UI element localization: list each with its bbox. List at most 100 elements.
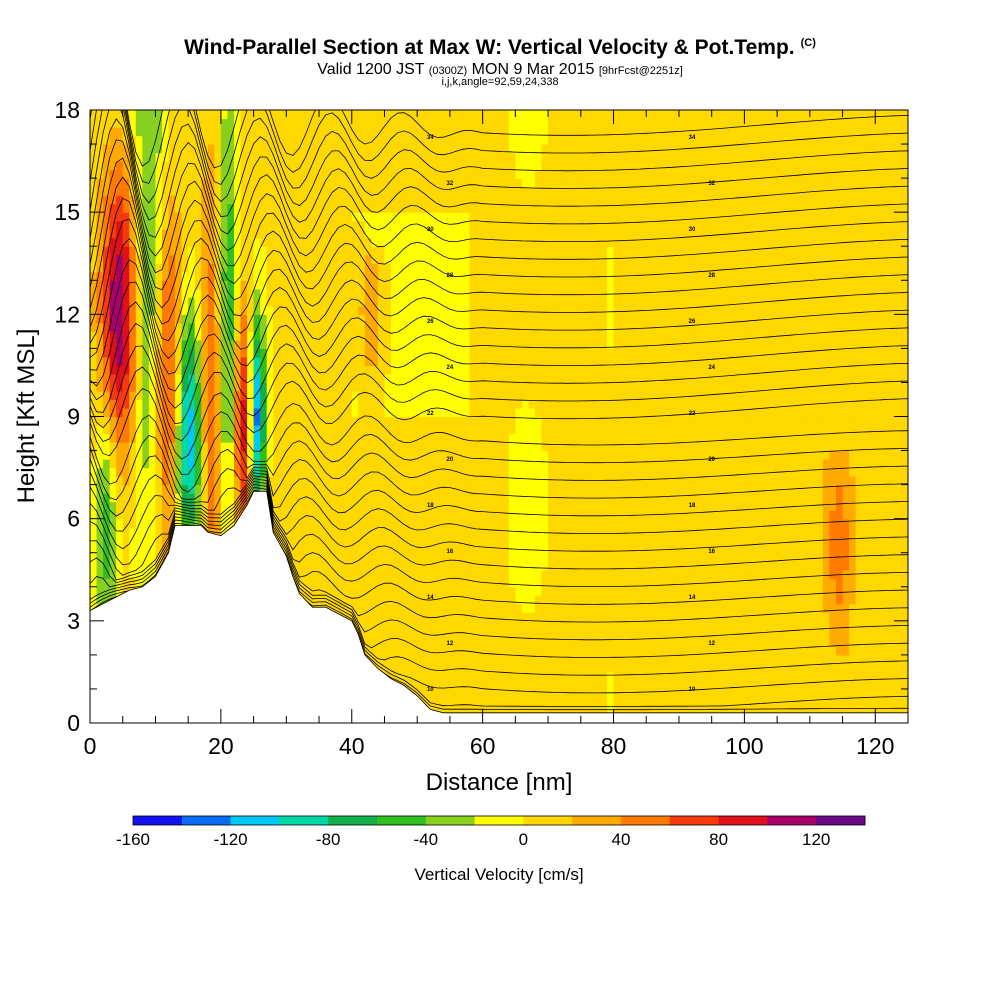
velocity-cell — [103, 314, 111, 324]
velocity-cell — [430, 339, 438, 349]
velocity-cell — [292, 220, 300, 230]
velocity-cell — [528, 356, 536, 367]
velocity-cell — [266, 169, 274, 179]
velocity-cell — [364, 510, 372, 520]
velocity-cell — [168, 339, 176, 349]
velocity-cell — [489, 229, 497, 239]
velocity-cell — [377, 237, 386, 247]
velocity-cell — [181, 152, 189, 162]
velocity-cell — [351, 178, 359, 188]
velocity-cell — [135, 442, 143, 452]
velocity-cell — [148, 501, 157, 511]
velocity-cell — [521, 425, 530, 435]
velocity-cell — [201, 169, 209, 179]
velocity-cell — [377, 203, 386, 213]
velocity-cell — [436, 569, 444, 579]
velocity-cell — [495, 322, 503, 332]
velocity-cell — [194, 288, 202, 298]
velocity-cell — [161, 229, 170, 239]
velocity-cell — [338, 263, 346, 273]
velocity-cell — [391, 254, 399, 264]
velocity-cell — [273, 322, 281, 332]
velocity-cell — [122, 322, 130, 332]
velocity-cell — [521, 552, 530, 562]
velocity-cell — [299, 195, 307, 205]
velocity-cell — [521, 297, 530, 307]
velocity-cell — [449, 527, 458, 537]
velocity-cell — [273, 203, 281, 213]
velocity-cell — [194, 152, 202, 162]
velocity-cell — [253, 152, 261, 162]
velocity-cell — [312, 578, 320, 588]
velocity-cell — [404, 322, 412, 332]
velocity-cell — [391, 152, 399, 162]
velocity-cell — [515, 467, 523, 477]
velocity-cell — [404, 314, 412, 324]
velocity-cell — [521, 688, 530, 699]
velocity-cell — [338, 552, 346, 562]
velocity-cell — [351, 373, 359, 384]
velocity-cell — [404, 365, 412, 375]
velocity-cell — [96, 535, 104, 545]
velocity-cell — [319, 390, 327, 401]
velocity-cell — [305, 501, 314, 511]
velocity-cell — [319, 399, 327, 409]
velocity-cell — [482, 195, 490, 205]
velocity-cell — [181, 186, 189, 196]
velocity-cell — [508, 552, 516, 562]
velocity-cell — [351, 271, 359, 281]
velocity-cell — [325, 246, 333, 256]
velocity-cell — [122, 229, 130, 239]
velocity-cell — [521, 280, 530, 290]
velocity-cell — [148, 152, 157, 162]
velocity-cell — [489, 356, 497, 367]
velocity-cell — [508, 663, 516, 673]
velocity-cell — [175, 390, 183, 401]
velocity-cell — [338, 161, 346, 171]
velocity-cell — [201, 212, 209, 222]
velocity-cell — [489, 620, 497, 630]
velocity-cell — [168, 501, 176, 511]
velocity-cell — [417, 629, 425, 639]
velocity-cell — [423, 407, 431, 418]
velocity-cell — [175, 127, 183, 137]
velocity-cell — [116, 178, 124, 188]
velocity-cell — [476, 263, 484, 273]
velocity-cell — [214, 135, 222, 145]
velocity-cell — [423, 612, 431, 622]
velocity-cell — [391, 288, 399, 298]
velocity-cell — [181, 254, 189, 264]
velocity-cell — [292, 373, 300, 384]
velocity-cell — [463, 356, 471, 367]
velocity-cell — [175, 382, 183, 392]
velocity-cell — [220, 314, 229, 324]
velocity-cell — [351, 407, 359, 418]
velocity-cell — [404, 433, 412, 443]
velocity-cell — [384, 493, 392, 503]
velocity-cell — [469, 586, 477, 596]
velocity-cell — [325, 169, 333, 179]
velocity-cell — [109, 450, 117, 460]
velocity-cell — [436, 161, 444, 171]
velocity-cell — [135, 331, 143, 341]
velocity-cell — [521, 637, 530, 647]
velocity-cell — [266, 348, 274, 358]
velocity-cell — [449, 331, 458, 341]
velocity-cell — [476, 518, 484, 528]
velocity-cell — [528, 697, 536, 707]
velocity-cell — [253, 442, 261, 452]
velocity-cell — [168, 442, 176, 452]
velocity-cell — [325, 331, 333, 341]
velocity-cell — [482, 280, 490, 290]
velocity-cell — [476, 552, 484, 562]
velocity-cell — [319, 161, 327, 171]
velocity-cell — [404, 229, 412, 239]
velocity-cell — [175, 110, 183, 120]
velocity-cell — [325, 152, 333, 162]
velocity-cell — [266, 161, 274, 171]
velocity-cell — [201, 246, 209, 256]
velocity-cell — [476, 569, 484, 579]
velocity-cell — [397, 280, 405, 290]
velocity-cell — [319, 229, 327, 239]
velocity-cell — [148, 203, 157, 213]
